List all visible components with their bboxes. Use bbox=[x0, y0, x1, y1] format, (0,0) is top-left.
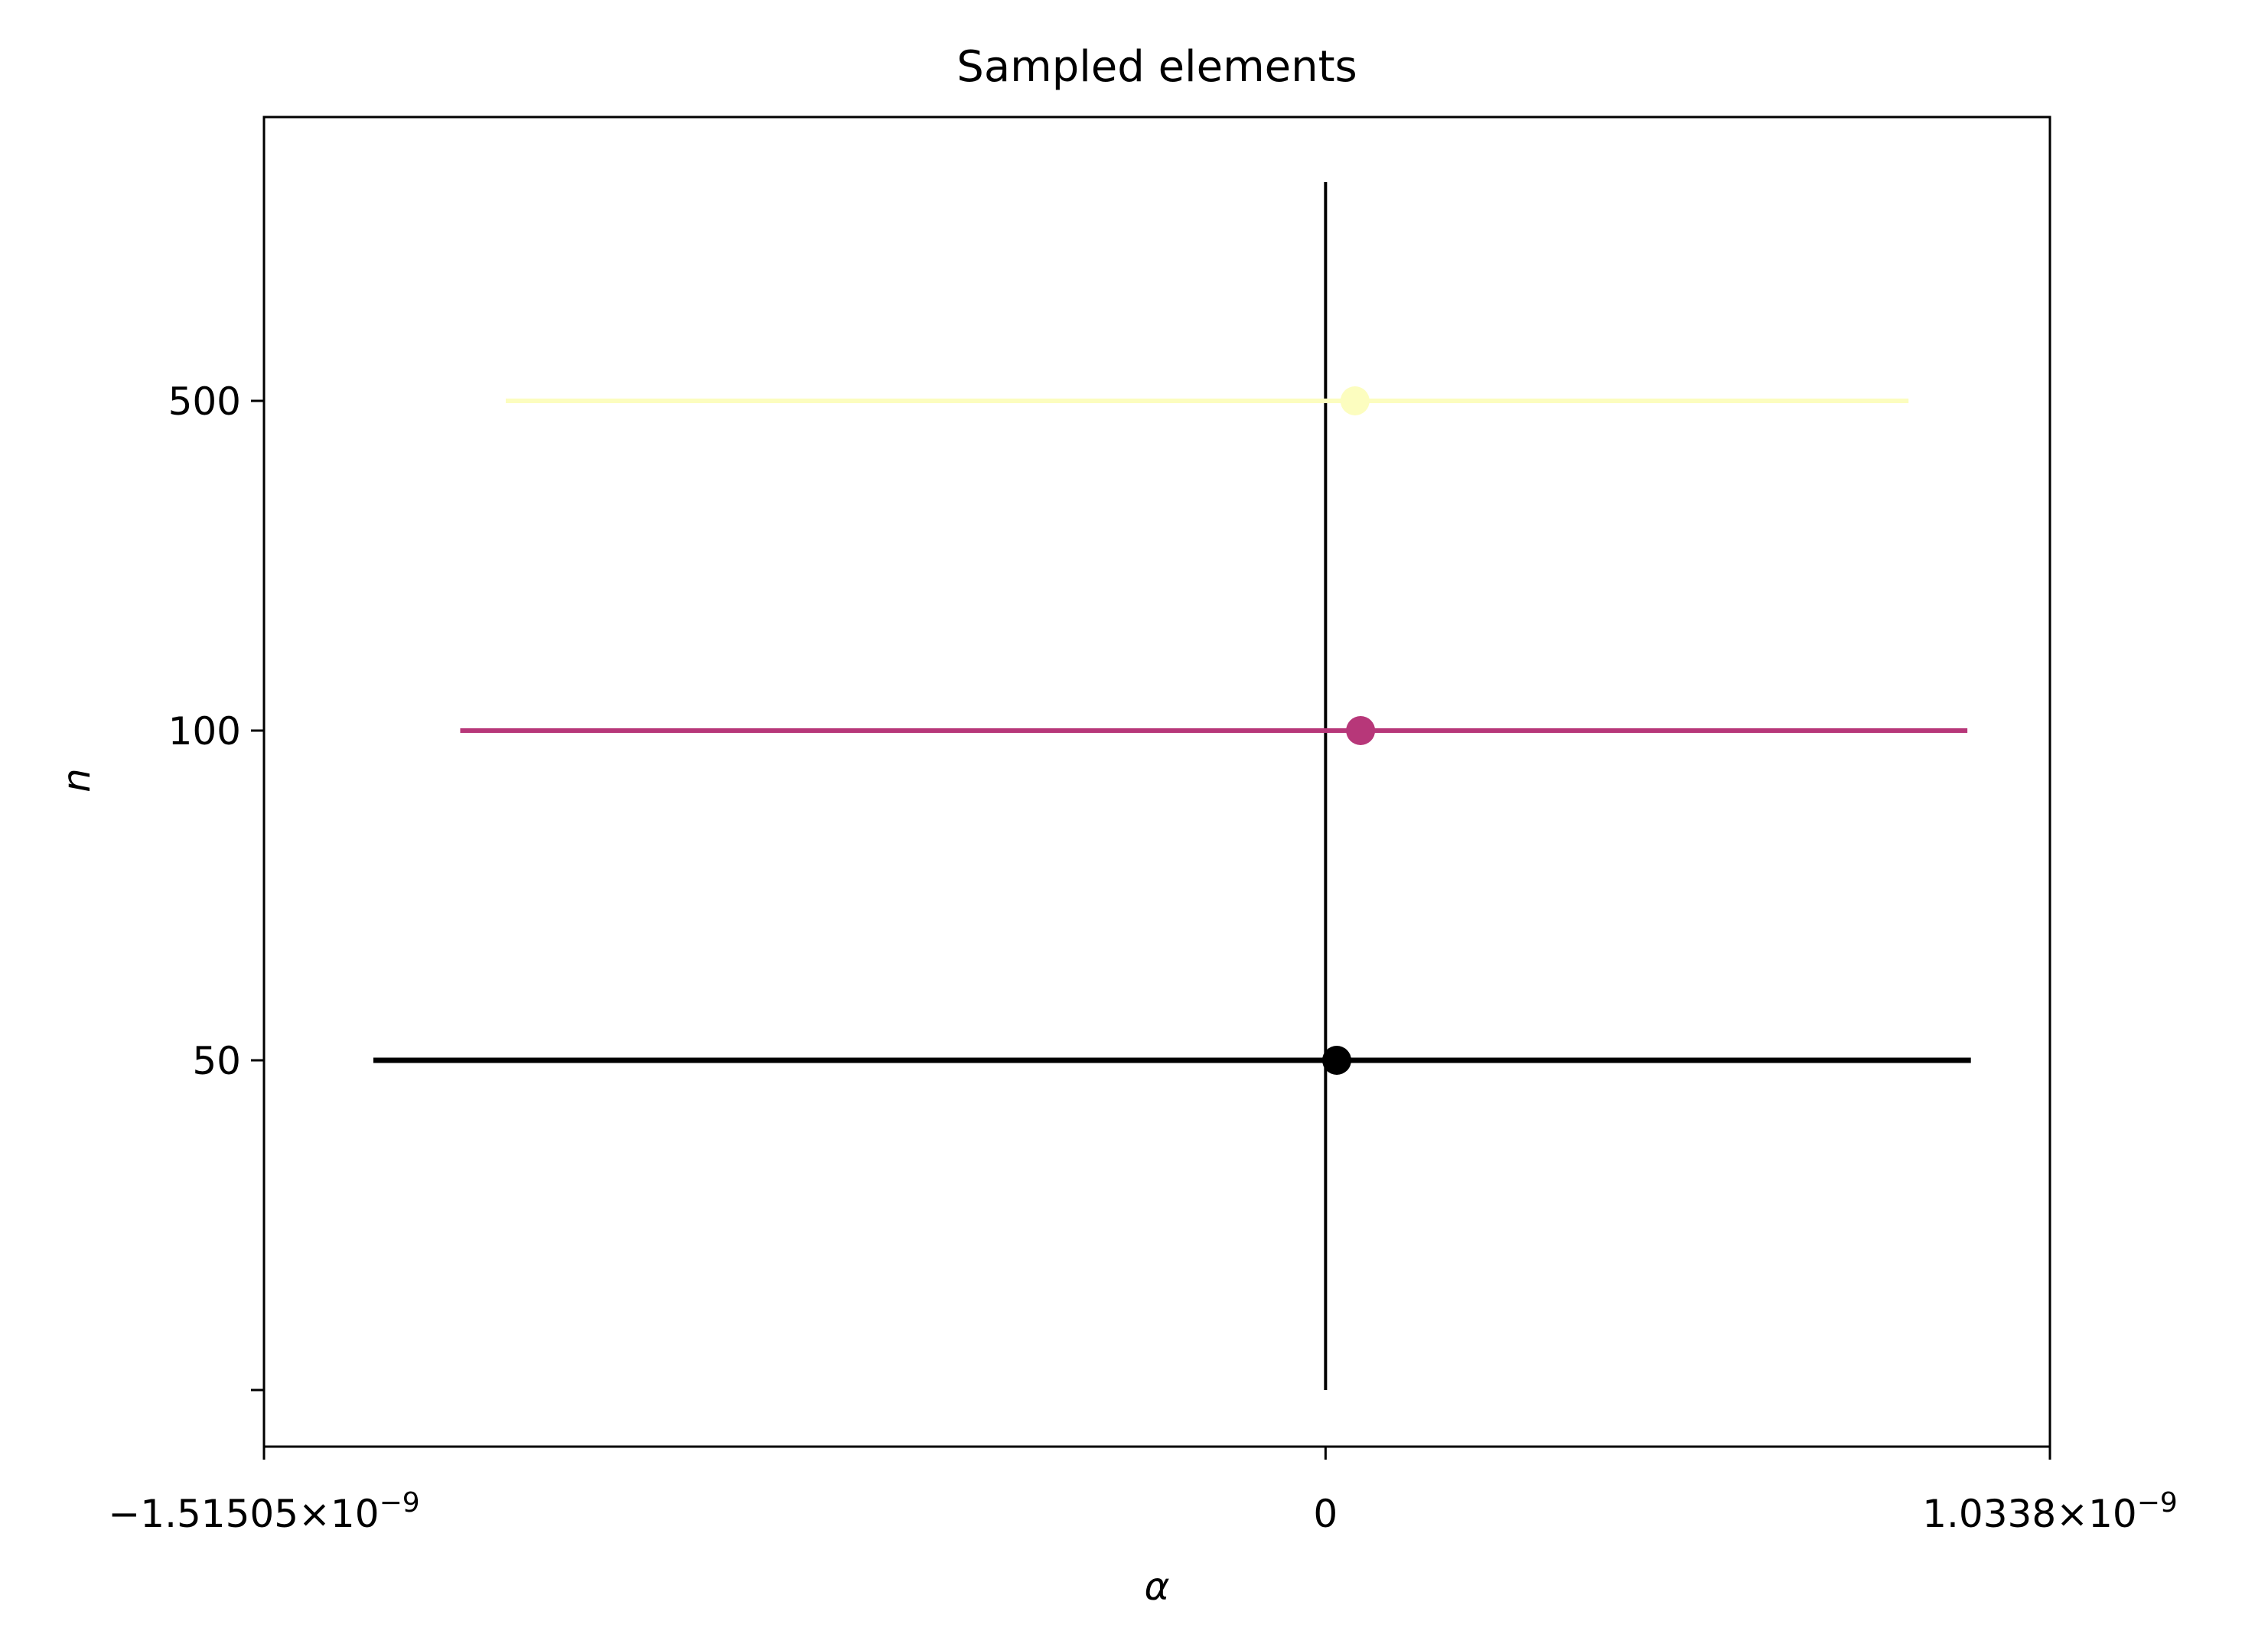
x-axis-ticks: −1.51505×10−9 0 1.0338×10−9 bbox=[108, 1447, 2178, 1536]
chart-title: Sampled elements bbox=[956, 42, 1357, 92]
x-tick-label: 0 bbox=[1313, 1492, 1338, 1536]
y-tick-label: 100 bbox=[168, 709, 241, 754]
point-500 bbox=[1340, 386, 1370, 415]
y-axis-ticks: 500 100 50 bbox=[168, 379, 264, 1392]
x-tick-label: −1.51505×10−9 bbox=[108, 1487, 419, 1536]
y-tick-label: 500 bbox=[168, 379, 241, 424]
y-tick-label: 50 bbox=[192, 1039, 241, 1083]
x-axis-label: α bbox=[1145, 1564, 1170, 1609]
point-50 bbox=[1321, 1046, 1351, 1075]
plot-area bbox=[262, 116, 2051, 1448]
point-100 bbox=[1346, 716, 1376, 745]
data-marks bbox=[373, 182, 1971, 1390]
x-tick-label: 1.0338×10−9 bbox=[1922, 1487, 2178, 1536]
y-axis-label: n bbox=[54, 768, 99, 793]
